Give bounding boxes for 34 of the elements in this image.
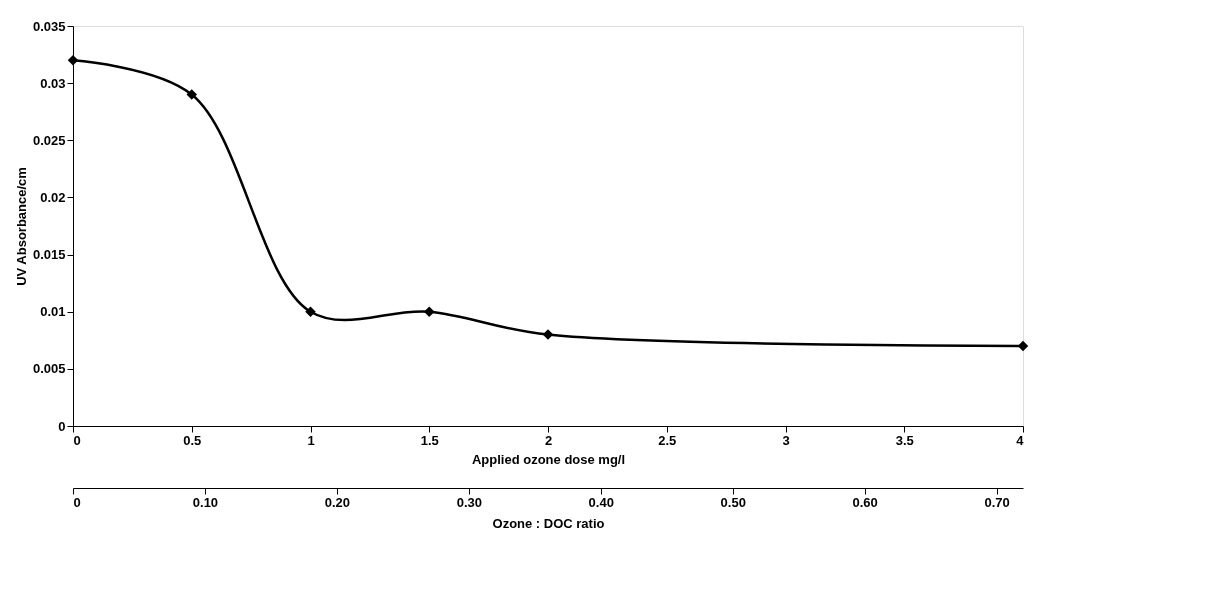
x-tick-label: 1 xyxy=(307,432,315,448)
x-tick-label: 4 xyxy=(1016,432,1025,448)
x-tick-label: 0.5 xyxy=(183,432,202,448)
y-tick-label: 0.005 xyxy=(32,361,66,377)
point xyxy=(1017,340,1029,352)
y-tick-label: 0.025 xyxy=(32,132,66,148)
x-tick-label: 3.5 xyxy=(895,432,914,448)
x2-tick-label: 0.10 xyxy=(192,494,219,510)
x-tick-label: 0 xyxy=(73,432,81,448)
x-tick-label: 3 xyxy=(782,432,790,448)
y-tick-label: 0.015 xyxy=(32,247,66,263)
x-tick-label: 2.5 xyxy=(658,432,677,448)
y-tick-label: 0 xyxy=(58,418,66,434)
point xyxy=(186,89,197,100)
y-tick-label: 0.02 xyxy=(40,189,66,205)
y-tick-label: 0.03 xyxy=(40,75,66,91)
x2-axis-title: Ozone : DOC ratio xyxy=(492,515,605,531)
y-tick-label: 0.01 xyxy=(40,304,66,320)
x2-tick-label: 0.40 xyxy=(588,494,614,510)
y-tick-label: 0.035 xyxy=(32,18,66,34)
x2-tick-label: 0.30 xyxy=(456,494,482,510)
x-tick-label: 2 xyxy=(544,432,553,448)
x2-tick-label: 0.70 xyxy=(984,494,1010,510)
point xyxy=(424,306,435,317)
x2-tick-label: 0.50 xyxy=(720,494,746,510)
x2-tick-label: 0.20 xyxy=(324,494,351,510)
y-axis-title: UV Absorbance/cm xyxy=(13,167,29,286)
x2-tick-label: 0 xyxy=(73,494,81,510)
point xyxy=(542,329,554,340)
point xyxy=(67,55,79,66)
x-tick-label: 1.5 xyxy=(420,432,439,448)
x2-tick-label: 0.60 xyxy=(852,494,878,510)
x-axis-title: Applied ozone dose mg/l xyxy=(471,451,626,467)
point xyxy=(305,306,316,317)
